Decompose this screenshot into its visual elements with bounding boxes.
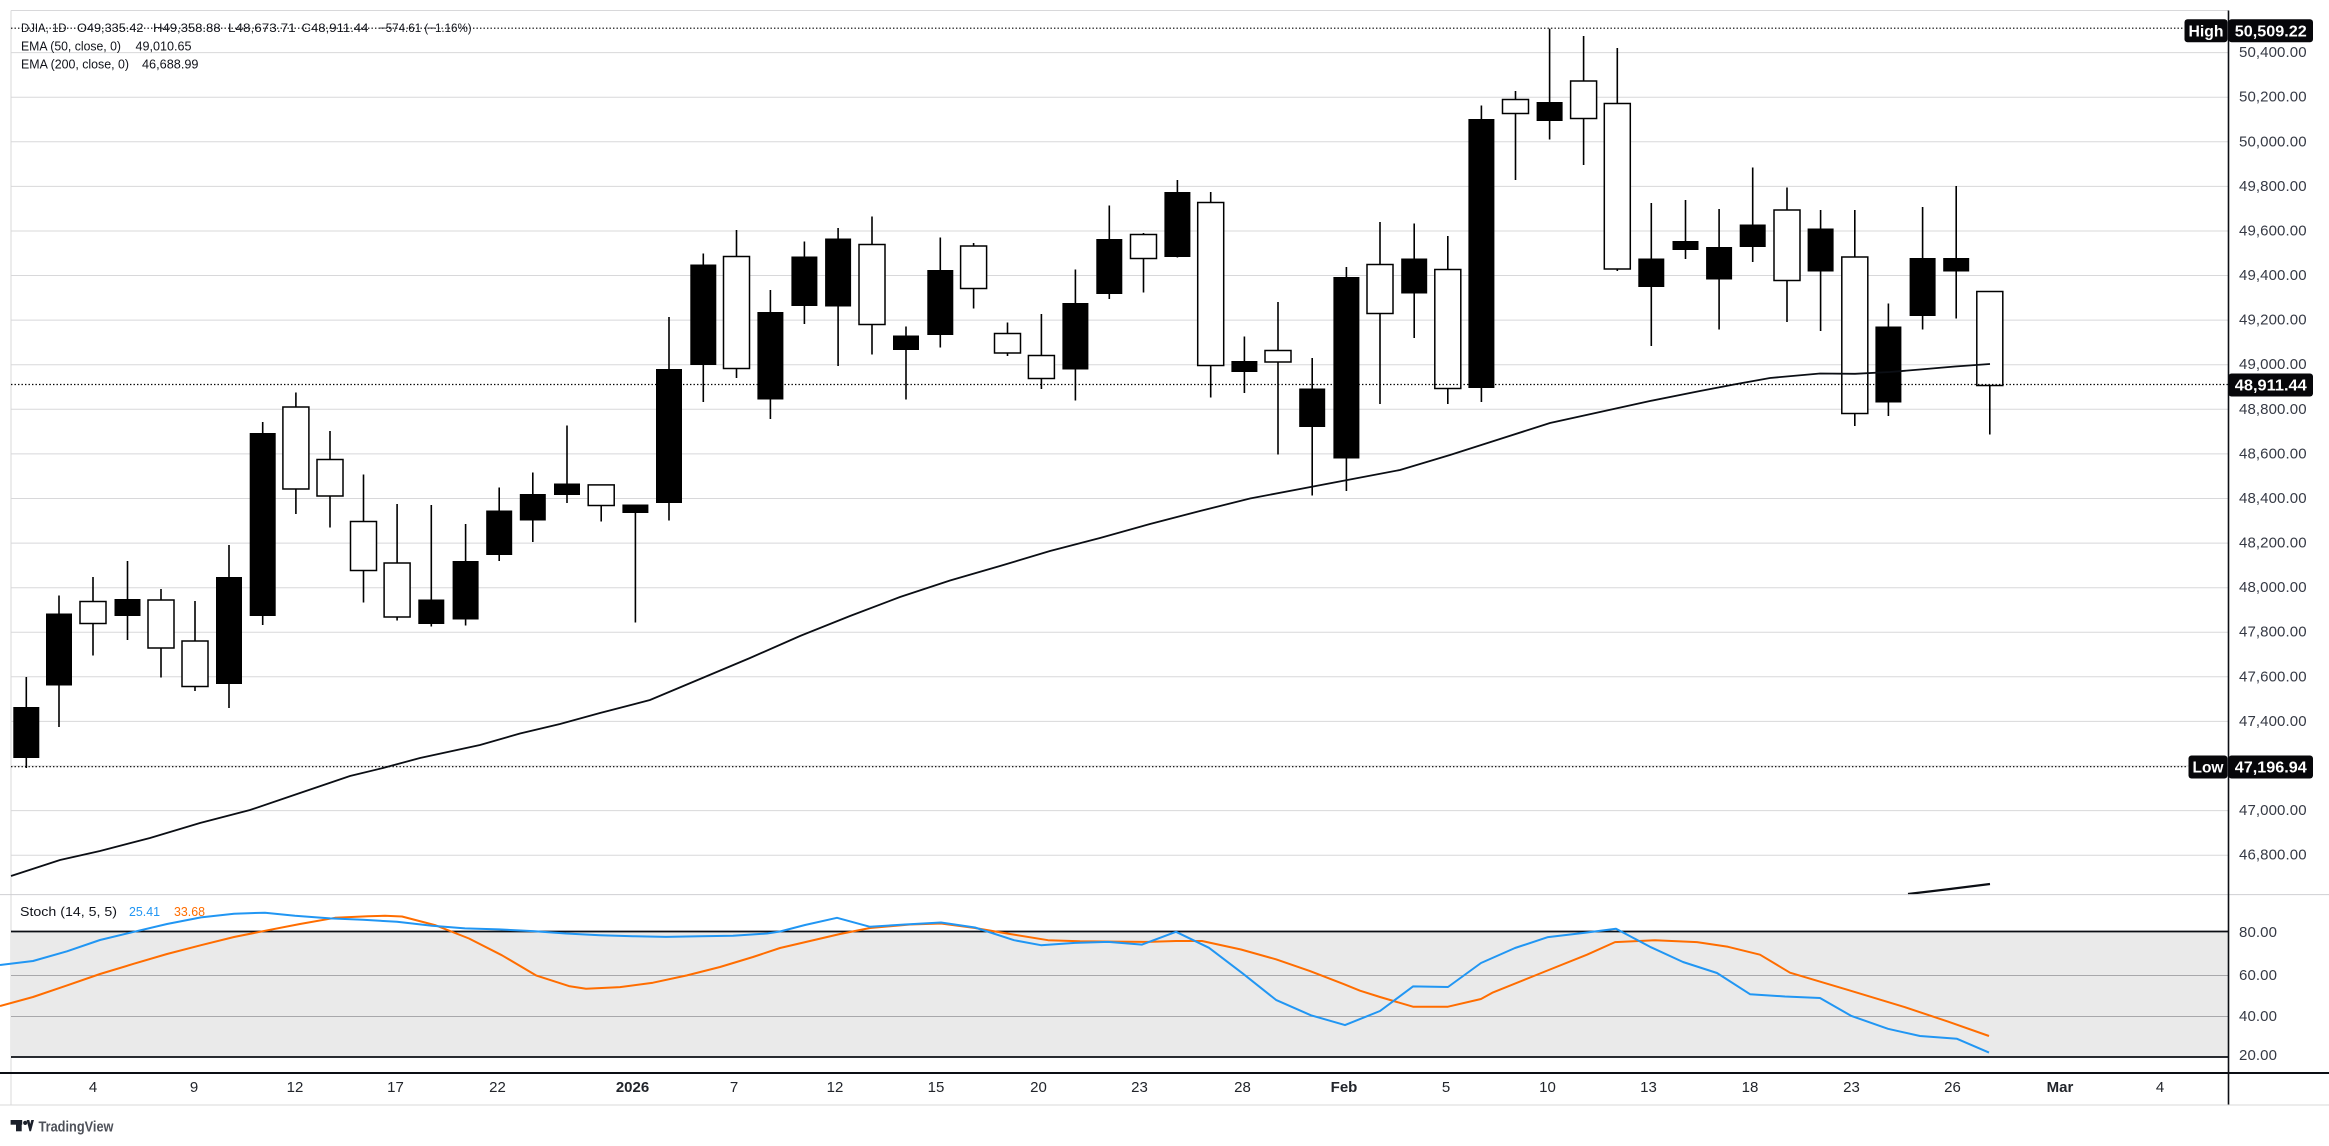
- svg-text:49,010.65: 49,010.65: [136, 39, 192, 54]
- svg-text:48,200.00: 48,200.00: [2239, 535, 2307, 552]
- svg-text:48,400.00: 48,400.00: [2239, 490, 2307, 507]
- svg-text:TradingView: TradingView: [39, 1120, 115, 1136]
- svg-text:4: 4: [89, 1079, 97, 1096]
- svg-text:23: 23: [1843, 1079, 1860, 1096]
- svg-text:49,600.00: 49,600.00: [2239, 223, 2307, 240]
- svg-text:60.00: 60.00: [2239, 967, 2277, 984]
- svg-text:46,688.99: 46,688.99: [142, 57, 199, 72]
- svg-text:49,400.00: 49,400.00: [2239, 267, 2307, 284]
- svg-text:18: 18: [1742, 1079, 1759, 1096]
- svg-text:20: 20: [1030, 1079, 1047, 1096]
- svg-text:47,800.00: 47,800.00: [2239, 624, 2307, 641]
- svg-text:23: 23: [1131, 1079, 1148, 1096]
- svg-text:12: 12: [827, 1079, 844, 1096]
- svg-text:46,800.00: 46,800.00: [2239, 847, 2307, 864]
- svg-text:80.00: 80.00: [2239, 924, 2277, 941]
- svg-text:7: 7: [730, 1079, 738, 1096]
- svg-text:C48,911.44: C48,911.44: [302, 21, 369, 35]
- svg-text:13: 13: [1640, 1079, 1657, 1096]
- svg-text:10: 10: [1539, 1079, 1556, 1096]
- svg-text:50,509.22: 50,509.22: [2235, 23, 2307, 40]
- svg-text:40.00: 40.00: [2239, 1008, 2277, 1025]
- svg-text:49,800.00: 49,800.00: [2239, 178, 2307, 195]
- svg-text:Mar: Mar: [2047, 1079, 2074, 1096]
- svg-text:4: 4: [2156, 1079, 2164, 1096]
- svg-text:47,600.00: 47,600.00: [2239, 668, 2307, 685]
- svg-text:L48,673.71: L48,673.71: [228, 21, 296, 35]
- svg-text:DJIA, 1D: DJIA, 1D: [21, 21, 67, 35]
- svg-text:20.00: 20.00: [2239, 1047, 2277, 1064]
- svg-text:26: 26: [1944, 1079, 1961, 1096]
- svg-text:High: High: [2189, 23, 2224, 40]
- svg-text:−574.61 (−1.16%): −574.61 (−1.16%): [379, 21, 472, 35]
- svg-text:O49,335.42: O49,335.42: [77, 21, 144, 35]
- svg-text:49,200.00: 49,200.00: [2239, 312, 2307, 329]
- svg-text:9: 9: [190, 1079, 198, 1096]
- svg-text:49,000.00: 49,000.00: [2239, 356, 2307, 373]
- svg-text:47,400.00: 47,400.00: [2239, 713, 2307, 730]
- svg-text:25.41: 25.41: [129, 904, 160, 919]
- svg-text:17: 17: [387, 1079, 404, 1096]
- svg-text:50,400.00: 50,400.00: [2239, 44, 2307, 61]
- svg-text:2026: 2026: [616, 1079, 649, 1096]
- svg-text:15: 15: [928, 1079, 945, 1096]
- svg-text:EMA (50, close, 0): EMA (50, close, 0): [21, 39, 121, 54]
- svg-text:48,600.00: 48,600.00: [2239, 445, 2307, 462]
- svg-text:48,000.00: 48,000.00: [2239, 579, 2307, 596]
- svg-text:H49,358.88: H49,358.88: [153, 21, 221, 35]
- svg-text:Feb: Feb: [1331, 1079, 1358, 1096]
- svg-text:47,196.94: 47,196.94: [2235, 760, 2307, 777]
- svg-text:EMA (200, close, 0): EMA (200, close, 0): [21, 57, 129, 72]
- svg-text:12: 12: [287, 1079, 304, 1096]
- svg-text:5: 5: [1442, 1079, 1450, 1096]
- svg-text:28: 28: [1234, 1079, 1251, 1096]
- svg-text:47,000.00: 47,000.00: [2239, 802, 2307, 819]
- svg-text:48,911.44: 48,911.44: [2235, 378, 2307, 395]
- svg-text:Low: Low: [2193, 760, 2225, 777]
- svg-text:50,200.00: 50,200.00: [2239, 89, 2307, 106]
- svg-text:48,800.00: 48,800.00: [2239, 401, 2307, 418]
- svg-text:Stoch (14, 5, 5): Stoch (14, 5, 5): [20, 904, 117, 919]
- svg-text:22: 22: [489, 1079, 506, 1096]
- svg-text:33.68: 33.68: [174, 904, 205, 919]
- svg-text:50,000.00: 50,000.00: [2239, 133, 2307, 150]
